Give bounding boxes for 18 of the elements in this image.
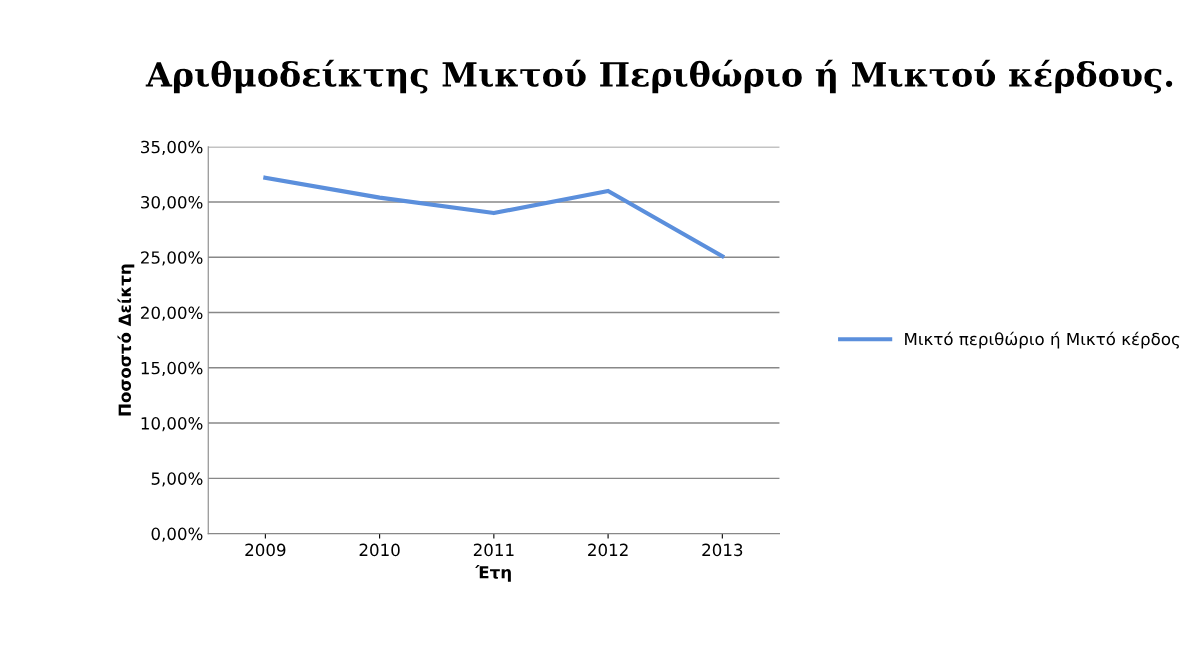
legend-label: Μικτό περιθώριο ή Μικτό κέρδος (905, 331, 1180, 349)
line-series (263, 175, 725, 259)
y-tick-label: 15,00% (141, 361, 203, 377)
y-tick-label: 0,00% (151, 527, 203, 542)
y-tick-label: 5,00% (151, 472, 203, 487)
y-tick-label: 20,00% (141, 306, 203, 321)
x-tick-label: 2011 (473, 543, 514, 557)
y-tick-label: 35,00% (141, 140, 203, 156)
x-tick-label: 2009 (245, 543, 286, 557)
y-tick-label: 25,00% (141, 251, 203, 266)
chart-title: Αριθμοδείκτης Μικτού Περιθώριο ή Μικτού κέρδους. (145, 59, 1173, 94)
y-axis-title: Ποσοστό Δείκτη (117, 264, 135, 416)
x-tick-label: 2012 (588, 543, 628, 557)
x-tick-label: 2013 (702, 543, 743, 557)
y-tick-label: 30,00% (141, 195, 203, 211)
y-tick-label: 10,00% (141, 417, 203, 432)
x-axis-title: Έτη (475, 565, 511, 582)
x-tick-label: 2010 (359, 543, 400, 557)
